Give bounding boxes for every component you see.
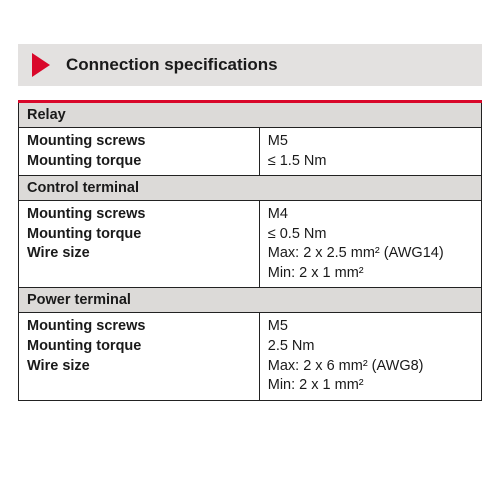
section-head-control: Control terminal — [19, 176, 482, 201]
spec-table: Relay Mounting screws Mounting torque M5… — [18, 100, 482, 401]
value: M5 — [268, 317, 473, 337]
value: Min: 2 x 1 mm² — [268, 264, 473, 284]
row-values: M5 2.5 Nm Max: 2 x 6 mm² (AWG8) Min: 2 x… — [259, 313, 481, 400]
row-values: M5 ≤ 1.5 Nm — [259, 128, 481, 176]
label: Mounting torque — [27, 152, 251, 172]
label: Wire size — [27, 357, 251, 377]
section-head-power: Power terminal — [19, 288, 482, 313]
value: Min: 2 x 1 mm² — [268, 376, 473, 396]
label: Mounting torque — [27, 337, 251, 357]
value: ≤ 1.5 Nm — [268, 152, 473, 172]
label: Mounting screws — [27, 132, 251, 152]
triangle-icon — [32, 53, 50, 77]
title-bar: Connection specifications — [18, 44, 482, 86]
value: M5 — [268, 132, 473, 152]
table-row: Mounting screws Mounting torque M5 ≤ 1.5… — [19, 128, 482, 176]
row-labels: Mounting screws Mounting torque Wire siz… — [19, 201, 260, 288]
table-row: Mounting screws Mounting torque Wire siz… — [19, 313, 482, 400]
value: Max: 2 x 2.5 mm² (AWG14) — [268, 244, 473, 264]
section-head-relay: Relay — [19, 102, 482, 128]
label: Wire size — [27, 244, 251, 264]
value: ≤ 0.5 Nm — [268, 225, 473, 245]
label: Mounting torque — [27, 225, 251, 245]
row-values: M4 ≤ 0.5 Nm Max: 2 x 2.5 mm² (AWG14) Min… — [259, 201, 481, 288]
label: Mounting screws — [27, 205, 251, 225]
row-labels: Mounting screws Mounting torque — [19, 128, 260, 176]
value: M4 — [268, 205, 473, 225]
value: 2.5 Nm — [268, 337, 473, 357]
row-labels: Mounting screws Mounting torque Wire siz… — [19, 313, 260, 400]
table-row: Mounting screws Mounting torque Wire siz… — [19, 201, 482, 288]
page-title: Connection specifications — [66, 55, 278, 75]
value: Max: 2 x 6 mm² (AWG8) — [268, 357, 473, 377]
label: Mounting screws — [27, 317, 251, 337]
